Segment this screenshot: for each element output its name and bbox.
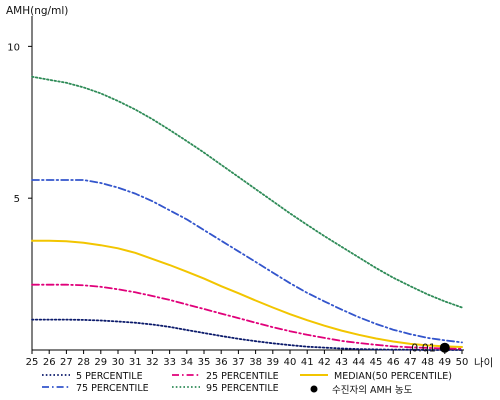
x-tick-label: 42 xyxy=(318,357,331,368)
x-tick-label: 39 xyxy=(266,357,279,368)
y-tick-label: 5 xyxy=(14,194,20,205)
legend-label: 95 PERCENTILE xyxy=(206,383,279,394)
x-tick-label: 43 xyxy=(335,357,348,368)
x-tick-label: 48 xyxy=(421,357,434,368)
x-tick-label: 34 xyxy=(180,357,193,368)
x-tick-label: 41 xyxy=(301,357,314,368)
x-tick-label: 47 xyxy=(404,357,417,368)
x-tick-label: 29 xyxy=(94,357,107,368)
x-tick-label: 50 xyxy=(456,357,469,368)
x-tick-label: 38 xyxy=(249,357,262,368)
subject-amh-value-label: 0.01 xyxy=(411,342,436,355)
subject-amh-point xyxy=(439,342,450,353)
legend-label: 25 PERCENTILE xyxy=(206,371,279,382)
series-line-median-50-percentile xyxy=(31,239,463,348)
y-axis-label: AMH(ng/ml) xyxy=(6,5,68,17)
series-line-5-percentile xyxy=(31,318,463,351)
y-tick-label: 10 xyxy=(7,42,20,53)
x-tick-label: 32 xyxy=(146,357,159,368)
x-tick-label: 49 xyxy=(438,357,451,368)
x-tick-label: 25 xyxy=(26,357,39,368)
x-tick-label: 40 xyxy=(284,357,297,368)
x-tick-label: 30 xyxy=(112,357,125,368)
x-tick-label: 26 xyxy=(43,357,56,368)
x-tick-label: 46 xyxy=(387,357,400,368)
legend-point-swatch xyxy=(310,385,318,393)
x-tick-label: 27 xyxy=(60,357,73,368)
legend-label: MEDIAN(50 PERCENTILE) xyxy=(334,371,452,382)
series-line-95-percentile xyxy=(31,75,463,309)
x-tick-label: 28 xyxy=(77,357,90,368)
x-tick-label: 36 xyxy=(215,357,228,368)
x-axis-label: 나이 xyxy=(474,357,493,369)
x-tick-label: 44 xyxy=(352,357,365,368)
x-tick-label: 45 xyxy=(370,357,383,368)
point-layer: 0.01 xyxy=(411,342,450,355)
x-tick-label: 31 xyxy=(129,357,142,368)
x-tick-label: 33 xyxy=(163,357,176,368)
x-tick-label: 37 xyxy=(232,357,245,368)
x-tick-label: 35 xyxy=(198,357,211,368)
series-line-75-percentile xyxy=(31,179,463,344)
legend-label: 수진자의 AMH 농도 xyxy=(332,385,413,396)
series-line-25-percentile xyxy=(31,283,463,350)
legend-label: 5 PERCENTILE xyxy=(76,371,143,382)
legend-label: 75 PERCENTILE xyxy=(76,383,149,394)
series-layer xyxy=(31,75,463,351)
axes-layer: 5 10 25 26 27 28 29 30 31 32 33 34 35 36 37 38 39 40 41 42 4… xyxy=(6,5,493,369)
